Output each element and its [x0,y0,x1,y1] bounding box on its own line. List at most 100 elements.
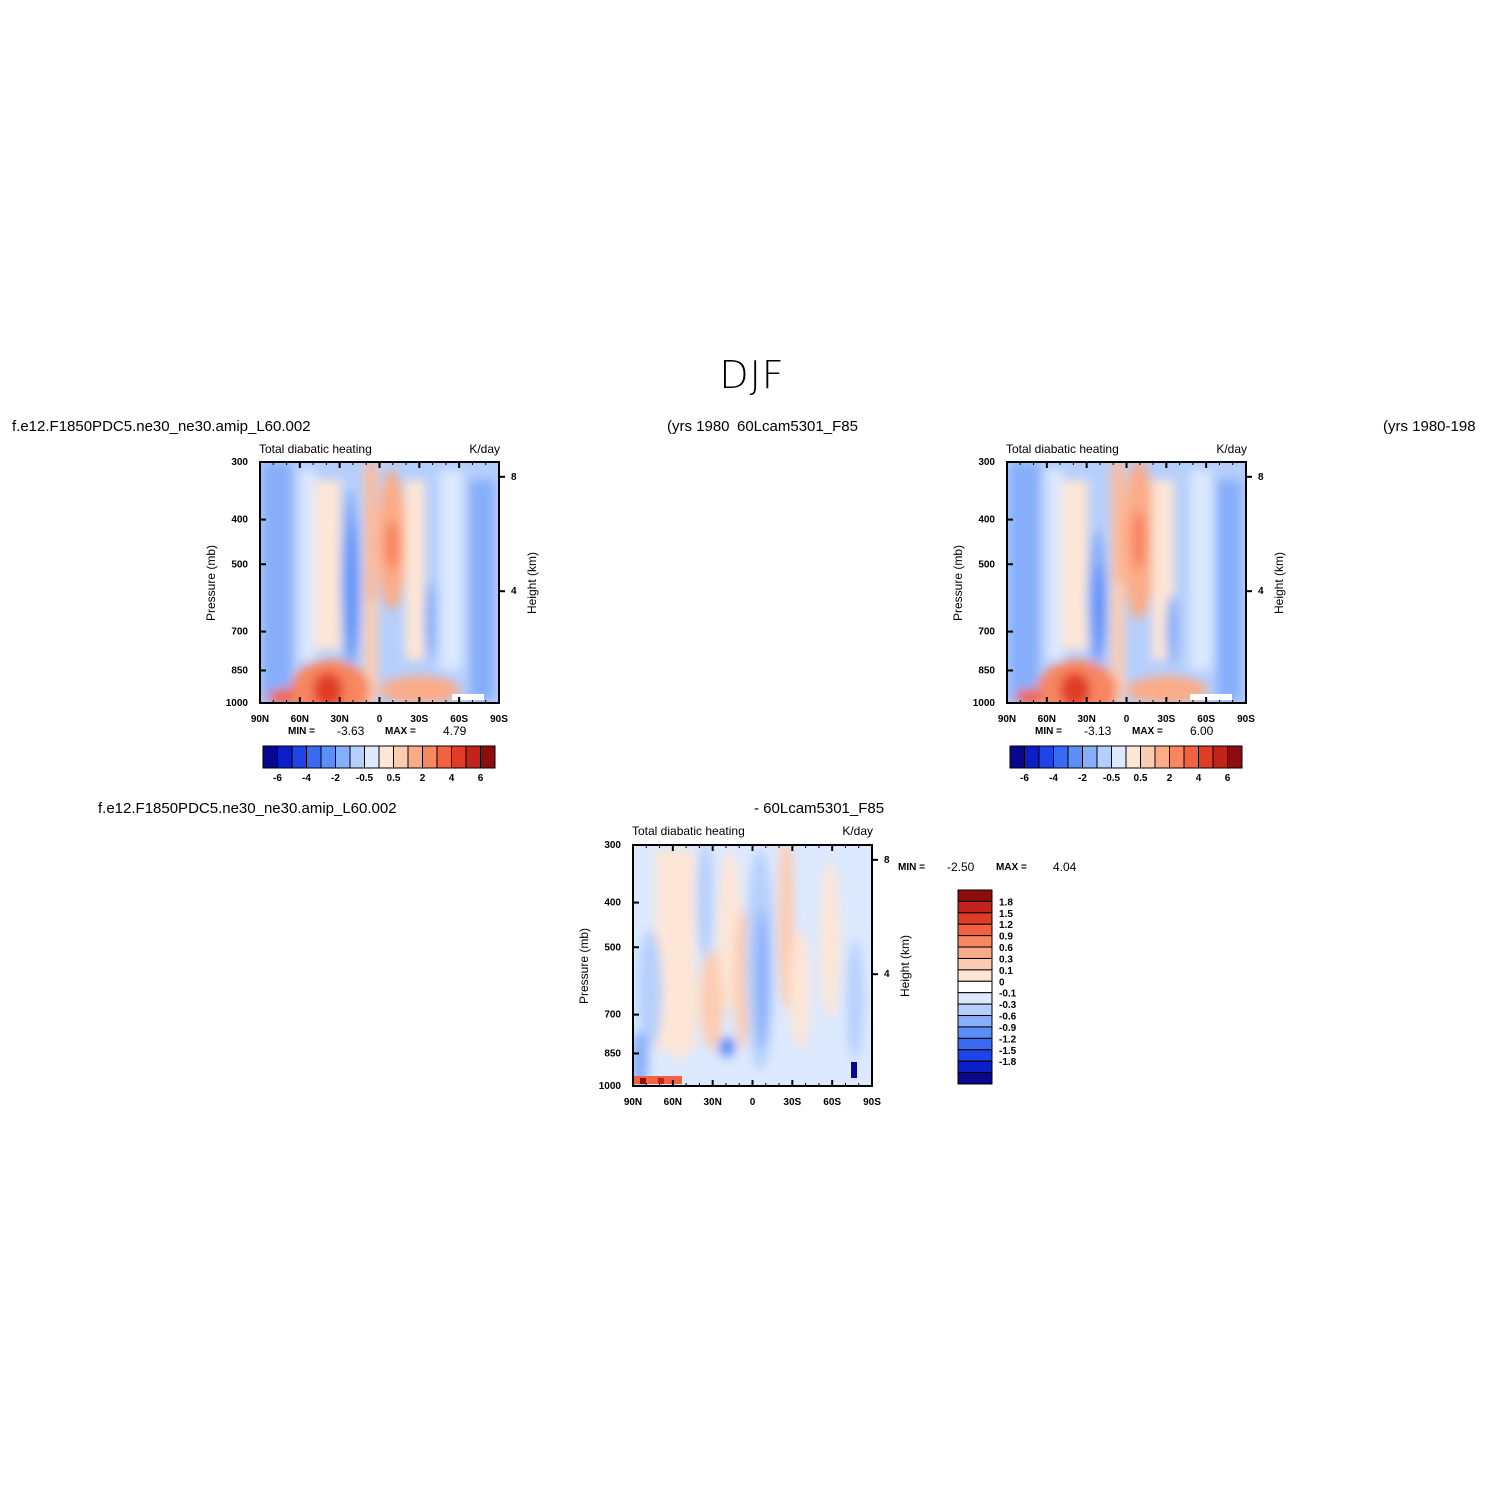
y-tick-label: 500 [604,942,621,953]
colorbar-swatch [957,1003,993,1017]
y-tick-label: 500 [231,559,248,570]
colorbar-label: 0.1 [999,966,1013,977]
y-tick-label: 700 [604,1010,621,1021]
colorbar-label: -0.6 [999,1012,1017,1023]
colorbar: -6 -4 -2 -0.5 0.5 2 4 6 [1009,745,1243,784]
field-background [260,462,499,703]
years-label: (yrs 1980 [667,418,730,435]
colorbar-label: -1.5 [999,1046,1017,1057]
colorbar-swatch [1009,745,1025,769]
colorbar-label: 0.9 [999,932,1013,943]
colorbar-swatch [1125,745,1141,769]
stats-min-label: MIN = [1035,726,1062,737]
colorbar-swatch [957,946,993,959]
variable-label: Total diabatic heating [1006,442,1119,456]
x-tick-label: 30S [783,1097,801,1108]
colorbar-swatch [957,1060,993,1074]
case-label: f.e12.F1850PDC5.ne30_ne30.amip_L60.002 [98,800,397,817]
x-tick-label: 30N [1077,714,1095,725]
x-tick-label: 60S [1197,714,1215,725]
colorbar-label: -4 [1049,773,1058,784]
stats-max-value: 4.79 [443,724,467,738]
colorbar-swatch [1038,745,1054,769]
colorbar-label: 0.5 [1134,773,1148,784]
x-tick-label: 30S [410,714,428,725]
colorbar-swatch [1227,745,1243,769]
colorbar-swatch [1067,745,1083,769]
colorbar-label: -0.5 [1103,773,1121,784]
colorbar-swatch [262,745,278,769]
y-tick-label: 700 [978,627,995,638]
colorbar-label: -0.3 [999,1000,1017,1011]
colorbar-label: -2 [331,773,340,784]
variable-label: Total diabatic heating [259,442,372,456]
y2-axis-label: Height (km) [1272,552,1286,614]
colorbar-label: -1.2 [999,1034,1017,1045]
heatmap-field [1007,462,1246,703]
stats-max-label: MAX = [996,862,1027,873]
stats-min-label: MIN = [288,726,315,737]
colorbar-swatch [1140,745,1156,769]
y-axis-label: Pressure (mb) [204,545,218,621]
colorbar-label: 0 [999,977,1005,988]
colorbar-swatch [1212,745,1228,769]
colorbar-label: 2 [420,773,426,784]
colorbar-swatch [291,745,307,769]
y-tick-label: 300 [604,840,621,851]
colorbar-label: 6 [478,773,484,784]
x-tick-label: 60S [823,1097,841,1108]
x-tick-label: 0 [750,1097,756,1108]
colorbar-label: 4 [1196,773,1202,784]
colorbar-swatch [407,745,423,769]
colorbar-label: 2 [1167,773,1173,784]
y-tick-label: 850 [604,1048,621,1059]
x-tick-label: 30N [703,1097,721,1108]
y2-axis-label: Height (km) [525,552,539,614]
colorbar-label: -6 [1020,773,1029,784]
case-label-2: - 60Lcam5301_F85 [754,800,884,817]
colorbar-swatch [957,912,993,925]
colorbar-swatch [1169,745,1185,769]
panel-top-right: 60Lcam5301_F85 (yrs 1980-198 Total diaba… [737,418,1476,784]
y-tick-label: 500 [978,559,995,570]
x-tick-label: 60N [664,1097,682,1108]
colorbar-swatch [349,745,365,769]
x-tick-label: 0 [377,714,383,725]
units-label: K/day [1216,442,1247,456]
units-label: K/day [842,824,873,838]
y-tick-label: 400 [978,515,995,526]
x-tick-label: 90S [490,714,508,725]
heatmap-field [260,462,499,703]
y-tick-label: 850 [978,665,995,676]
colorbar-label: -1.8 [999,1057,1017,1068]
colorbar-swatch [436,745,452,769]
y-axis-label: Pressure (mb) [951,545,965,621]
colorbar-label: -0.5 [356,773,374,784]
x-tick-label: 0 [1124,714,1130,725]
x-tick-label: 30S [1157,714,1175,725]
x-tick-label: 60S [450,714,468,725]
colorbar-swatch [480,745,496,769]
x-tick-label: 90N [624,1097,642,1108]
colorbar-swatch [1111,745,1127,769]
stats-min-value: -3.13 [1084,724,1112,738]
stats-min-label: MIN = [898,862,925,873]
y2-tick-label: 4 [1258,586,1264,597]
colorbar-swatch [1183,745,1199,769]
stats-max-value: 6.00 [1190,724,1214,738]
units-label: K/day [469,442,500,456]
stats-max-label: MAX = [385,726,416,737]
colorbar-label: -6 [273,773,282,784]
colorbar-swatch [957,923,993,937]
x-tick-label: 60N [291,714,309,725]
colorbar-swatch [1082,745,1098,769]
colorbar-swatch [957,1015,993,1028]
colorbar-label: 1.8 [999,897,1013,908]
y-tick-label: 400 [231,515,248,526]
x-tick-label: 90N [998,714,1016,725]
case-label: 60Lcam5301_F85 [737,418,858,435]
colorbar-swatch [1198,745,1214,769]
colorbar-swatch [277,745,293,769]
colorbar-swatch [378,745,394,769]
